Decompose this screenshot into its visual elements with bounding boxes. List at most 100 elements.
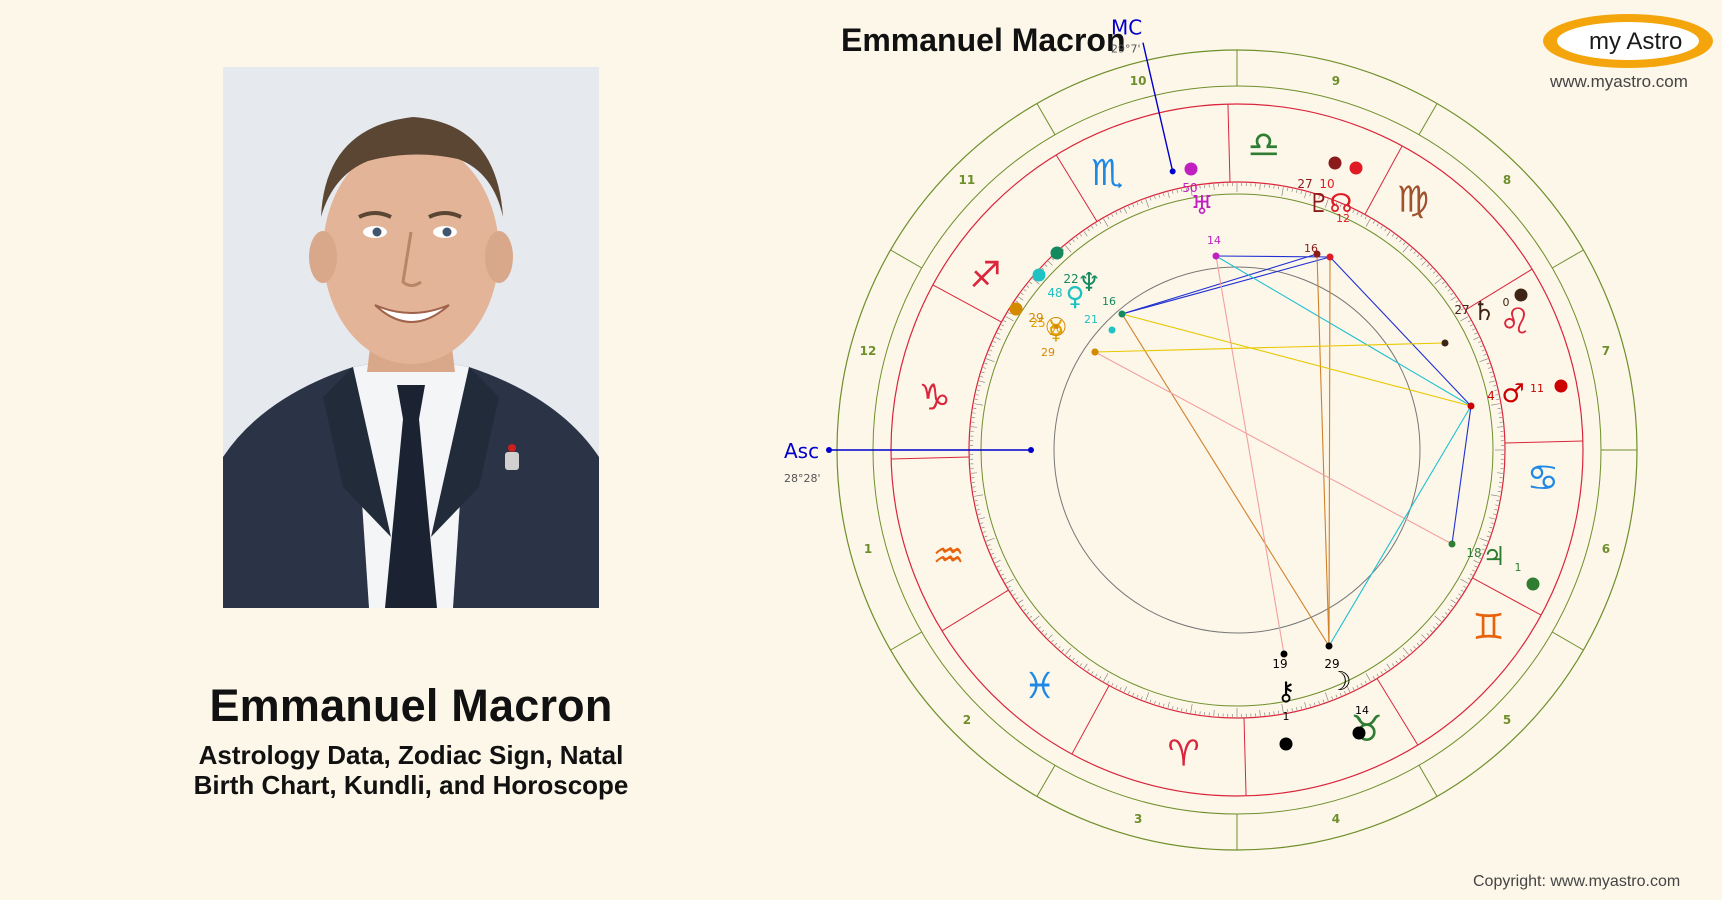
degree-tick bbox=[1372, 676, 1375, 680]
degree-tick bbox=[1402, 654, 1406, 658]
sign-divider bbox=[1071, 685, 1110, 755]
degree-tick bbox=[1032, 278, 1040, 285]
degree-tick bbox=[1479, 358, 1489, 363]
degree-tick bbox=[1158, 194, 1161, 198]
degree-tick bbox=[1416, 642, 1420, 646]
degree-tick bbox=[1432, 626, 1436, 629]
degree-tick bbox=[1395, 236, 1398, 240]
degree-tick bbox=[994, 336, 1001, 340]
degree-tick bbox=[1020, 292, 1024, 296]
degree-tick bbox=[1391, 233, 1395, 237]
degree-tick bbox=[1318, 195, 1320, 200]
chiron-degree-label: 19 bbox=[1272, 657, 1287, 671]
house-number: 7 bbox=[1602, 344, 1610, 358]
degree-tick bbox=[1450, 599, 1456, 604]
house-number: 12 bbox=[860, 344, 877, 358]
degree-tick bbox=[976, 389, 980, 391]
neptune-degree-label: 22 bbox=[1063, 272, 1078, 286]
degree-tick bbox=[1149, 699, 1152, 703]
degree-tick bbox=[1409, 649, 1413, 652]
degree-tick bbox=[1095, 223, 1098, 227]
degree-tick bbox=[1402, 242, 1406, 246]
jupiter-degree-label: 18 bbox=[1466, 546, 1481, 560]
saturn-glyph: ♄ bbox=[1472, 297, 1495, 327]
venus-aspect-point bbox=[1108, 326, 1116, 334]
house-number: 9 bbox=[1332, 74, 1340, 88]
degree-tick bbox=[1436, 274, 1439, 278]
degree-tick bbox=[1335, 694, 1338, 698]
degree-tick bbox=[1474, 565, 1478, 568]
degree-tick bbox=[1496, 426, 1504, 428]
degree-tick bbox=[1023, 608, 1027, 611]
degree-tick bbox=[1478, 341, 1482, 343]
degree-tick bbox=[1360, 214, 1363, 218]
degree-tick bbox=[1365, 673, 1371, 682]
logo-inner-ellipse bbox=[1557, 22, 1699, 60]
degree-tick bbox=[1460, 589, 1464, 592]
degree-tick bbox=[1287, 709, 1289, 713]
moon-aspect-point bbox=[1325, 642, 1333, 650]
asc-value: 28°28' bbox=[784, 472, 821, 485]
jupiter-minute-label: 1 bbox=[1515, 561, 1522, 574]
degree-tick bbox=[1469, 573, 1473, 576]
degree-tick bbox=[970, 472, 978, 474]
sun-minute-label: 29 bbox=[1041, 346, 1055, 359]
degree-tick bbox=[1313, 194, 1316, 198]
degree-tick bbox=[1145, 692, 1150, 702]
aspect-line bbox=[1215, 255, 1331, 258]
sun-ring-marker bbox=[1009, 302, 1023, 316]
degree-tick bbox=[1395, 660, 1398, 664]
degree-tick bbox=[1496, 500, 1500, 502]
degree-tick bbox=[1054, 642, 1058, 646]
degree-tick bbox=[1128, 205, 1130, 209]
degree-tick bbox=[1494, 509, 1498, 511]
degree-tick bbox=[1434, 278, 1442, 285]
degree-tick bbox=[980, 376, 984, 378]
degree-tick bbox=[1296, 707, 1298, 711]
degree-tick bbox=[1473, 560, 1480, 564]
asc-label: Asc bbox=[784, 439, 819, 463]
degree-tick bbox=[996, 332, 1000, 335]
degree-tick bbox=[1483, 544, 1487, 546]
degree-tick bbox=[1360, 682, 1363, 686]
degree-tick bbox=[1473, 336, 1480, 340]
house-number: 6 bbox=[1602, 542, 1610, 556]
degree-tick bbox=[1495, 394, 1499, 396]
degree-tick bbox=[1018, 296, 1024, 301]
sign-glyph-cancer: ♋ bbox=[1527, 458, 1559, 499]
sign-glyph-aquarius: ♒ bbox=[932, 536, 964, 577]
degree-tick bbox=[1481, 349, 1485, 352]
degree-tick bbox=[1347, 207, 1351, 214]
pluto-ring-marker bbox=[1328, 156, 1342, 170]
house-number: 2 bbox=[963, 713, 971, 727]
degree-tick bbox=[1076, 660, 1079, 664]
degree-tick bbox=[977, 385, 981, 387]
degree-tick bbox=[1322, 699, 1325, 703]
degree-tick bbox=[1481, 548, 1485, 551]
site-url[interactable]: www.myastro.com bbox=[1550, 72, 1688, 91]
myastro-logo[interactable]: my Astro bbox=[1543, 14, 1713, 68]
degree-tick bbox=[1047, 260, 1053, 266]
degree-tick bbox=[1154, 195, 1156, 200]
degree-tick bbox=[1029, 615, 1033, 619]
sign-divider bbox=[1243, 717, 1247, 796]
degree-tick bbox=[985, 537, 995, 542]
degree-tick bbox=[1376, 673, 1379, 677]
degree-tick bbox=[1190, 704, 1193, 713]
degree-tick bbox=[984, 535, 988, 538]
degree-tick bbox=[1018, 599, 1024, 604]
degree-tick bbox=[992, 341, 996, 343]
degree-tick bbox=[1149, 197, 1152, 201]
degree-tick bbox=[1489, 371, 1493, 374]
degree-tick bbox=[1023, 289, 1027, 292]
degree-tick bbox=[1352, 687, 1355, 691]
sign-glyph-capricorn: ♑ bbox=[919, 378, 951, 419]
degree-tick bbox=[1001, 324, 1005, 327]
degree-tick bbox=[1132, 204, 1135, 208]
degree-tick bbox=[1026, 285, 1030, 288]
degree-tick bbox=[1103, 673, 1109, 682]
degree-tick bbox=[1007, 585, 1011, 588]
degree-tick bbox=[1469, 324, 1473, 327]
degree-tick bbox=[1163, 703, 1165, 707]
degree-tick bbox=[1455, 300, 1459, 303]
